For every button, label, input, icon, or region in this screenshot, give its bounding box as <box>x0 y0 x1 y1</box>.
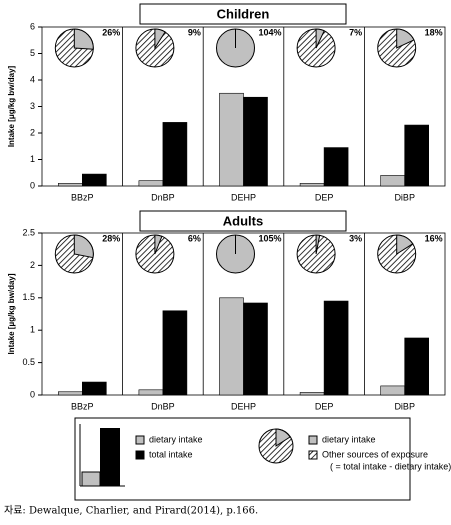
legend: dietary intake Other sources of exposure… <box>74 417 451 501</box>
bar <box>82 173 107 187</box>
bar <box>243 96 268 187</box>
y-tick-label: 0 <box>30 389 35 399</box>
pie-wedge <box>315 28 325 49</box>
legend-icon-wedge <box>275 428 291 447</box>
bar <box>219 297 244 396</box>
pie-label: 3% <box>349 233 362 243</box>
legend-swatch <box>308 435 318 445</box>
y-axis-label: Intake [µg/kg bw/day] <box>7 273 16 354</box>
bar <box>404 124 430 187</box>
x-tick-label: BBzP <box>71 401 94 411</box>
bar <box>82 381 107 396</box>
pie-label: 104% <box>258 27 281 37</box>
pie-wedge <box>154 28 166 50</box>
legend-label: total intake <box>149 449 193 459</box>
x-tick-label: DiBP <box>394 401 415 411</box>
pie-label: 28% <box>102 233 120 243</box>
y-tick-label: 6 <box>30 21 35 31</box>
pie-label: 9% <box>188 27 201 37</box>
pie-label: 7% <box>349 27 362 37</box>
legend-icon-bar <box>81 471 101 487</box>
y-tick-label: 2 <box>30 127 35 137</box>
bar <box>323 300 349 396</box>
chart-title: Children <box>217 6 270 21</box>
y-tick-label: 3 <box>30 101 35 111</box>
bar <box>323 147 349 187</box>
y-tick-label: 1.5 <box>22 292 35 302</box>
bar <box>219 92 244 187</box>
pie-wedge <box>73 28 94 50</box>
bar <box>299 183 325 187</box>
chart-title: Adults <box>223 213 263 228</box>
legend-label: Other sources of exposure <box>322 449 428 459</box>
source: 자료: Dewalque, Charlier, and Pirard(2014)… <box>4 505 258 517</box>
x-tick-label: DEP <box>315 192 334 202</box>
y-tick-label: 4 <box>30 74 35 84</box>
legend-icon-bar <box>100 428 120 486</box>
legend-label: ( = total intake - dietary intake) <box>330 461 451 471</box>
pie-label: 105% <box>258 233 281 243</box>
legend-label: dietary intake <box>322 434 376 444</box>
bar <box>162 122 188 187</box>
pie-wedge <box>315 234 321 255</box>
x-tick-label: BBzP <box>71 192 94 202</box>
y-axis-label: Intake [μg/kg bw/day] <box>7 65 16 147</box>
y-tick-label: 5 <box>30 48 35 58</box>
pie-label: 16% <box>425 233 443 243</box>
pie-label: 6% <box>188 233 201 243</box>
bar <box>243 302 268 396</box>
legend-box <box>74 417 411 501</box>
y-tick-label: 1 <box>30 325 35 335</box>
x-tick-label: DiBP <box>394 192 415 202</box>
y-tick-label: 0 <box>30 180 35 190</box>
x-tick-label: DEP <box>315 401 334 411</box>
pie-wedge <box>154 234 163 255</box>
legend-swatch <box>135 435 145 445</box>
pie-label: 26% <box>102 27 120 37</box>
y-tick-label: 2 <box>30 260 35 270</box>
pie-wedge <box>396 28 415 49</box>
x-tick-label: DEHP <box>231 401 256 411</box>
bar <box>138 180 164 187</box>
bar <box>138 389 164 396</box>
pie-label: 18% <box>425 27 443 37</box>
legend-swatch <box>135 450 145 460</box>
pie-wedge <box>396 234 414 255</box>
title-box <box>139 3 347 25</box>
bar <box>404 337 430 396</box>
bar <box>380 385 406 396</box>
bar <box>162 310 188 396</box>
x-tick-label: DnBP <box>151 401 175 411</box>
bar <box>57 183 83 187</box>
legend-label: dietary intake <box>149 434 203 444</box>
x-tick-label: DEHP <box>231 192 256 202</box>
bar <box>57 391 83 396</box>
pie-wedge <box>73 234 94 259</box>
legend-swatch <box>308 450 318 460</box>
bar <box>380 175 406 187</box>
y-tick-label: 1 <box>30 154 35 164</box>
bar <box>299 392 325 396</box>
title-box <box>139 210 347 232</box>
x-tick-label: DnBP <box>151 192 175 202</box>
y-tick-label: 2.5 <box>22 227 35 237</box>
y-tick-label: 0.5 <box>22 357 35 367</box>
